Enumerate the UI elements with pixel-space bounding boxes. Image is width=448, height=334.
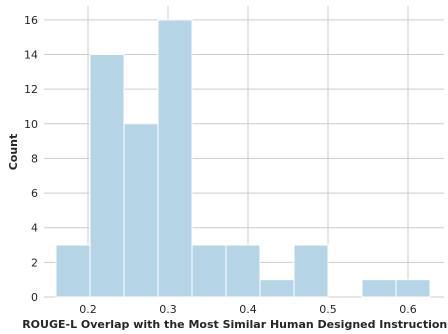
histogram-bar	[225, 244, 261, 298]
histogram-bar	[293, 244, 329, 298]
histogram-bar	[89, 54, 125, 298]
y-axis-label: Count	[7, 134, 20, 171]
x-tick-label: 0.3	[159, 303, 177, 316]
x-tick-labels: 0.2 0.3 0.4 0.5 0.6	[79, 303, 417, 316]
y-tick-labels: 0 2 4 6 8 10 12 14 16	[24, 14, 38, 304]
histogram-bar	[55, 244, 91, 298]
x-axis-label: ROUGE-L Overlap with the Most Similar Hu…	[22, 318, 448, 331]
histogram-bar	[259, 279, 295, 298]
x-tick-label: 0.4	[239, 303, 257, 316]
y-tick-label: 10	[24, 118, 38, 131]
histogram-bars	[55, 19, 431, 298]
y-tick-label: 0	[31, 291, 38, 304]
y-tick-label: 6	[31, 187, 38, 200]
histogram-bar	[123, 123, 159, 298]
x-tick-label: 0.6	[399, 303, 417, 316]
y-tick-label: 14	[24, 49, 38, 62]
x-tick-label: 0.5	[319, 303, 337, 316]
y-tick-label: 4	[31, 222, 38, 235]
histogram-bar	[361, 279, 397, 298]
histogram-bar	[157, 19, 193, 298]
histogram-bar	[395, 279, 431, 298]
y-tick-label: 16	[24, 14, 38, 27]
y-tick-label: 8	[31, 152, 38, 165]
y-tick-label: 12	[24, 83, 38, 96]
x-tick-label: 0.2	[79, 303, 97, 316]
histogram-bar	[191, 244, 227, 298]
y-tick-label: 2	[31, 256, 38, 269]
